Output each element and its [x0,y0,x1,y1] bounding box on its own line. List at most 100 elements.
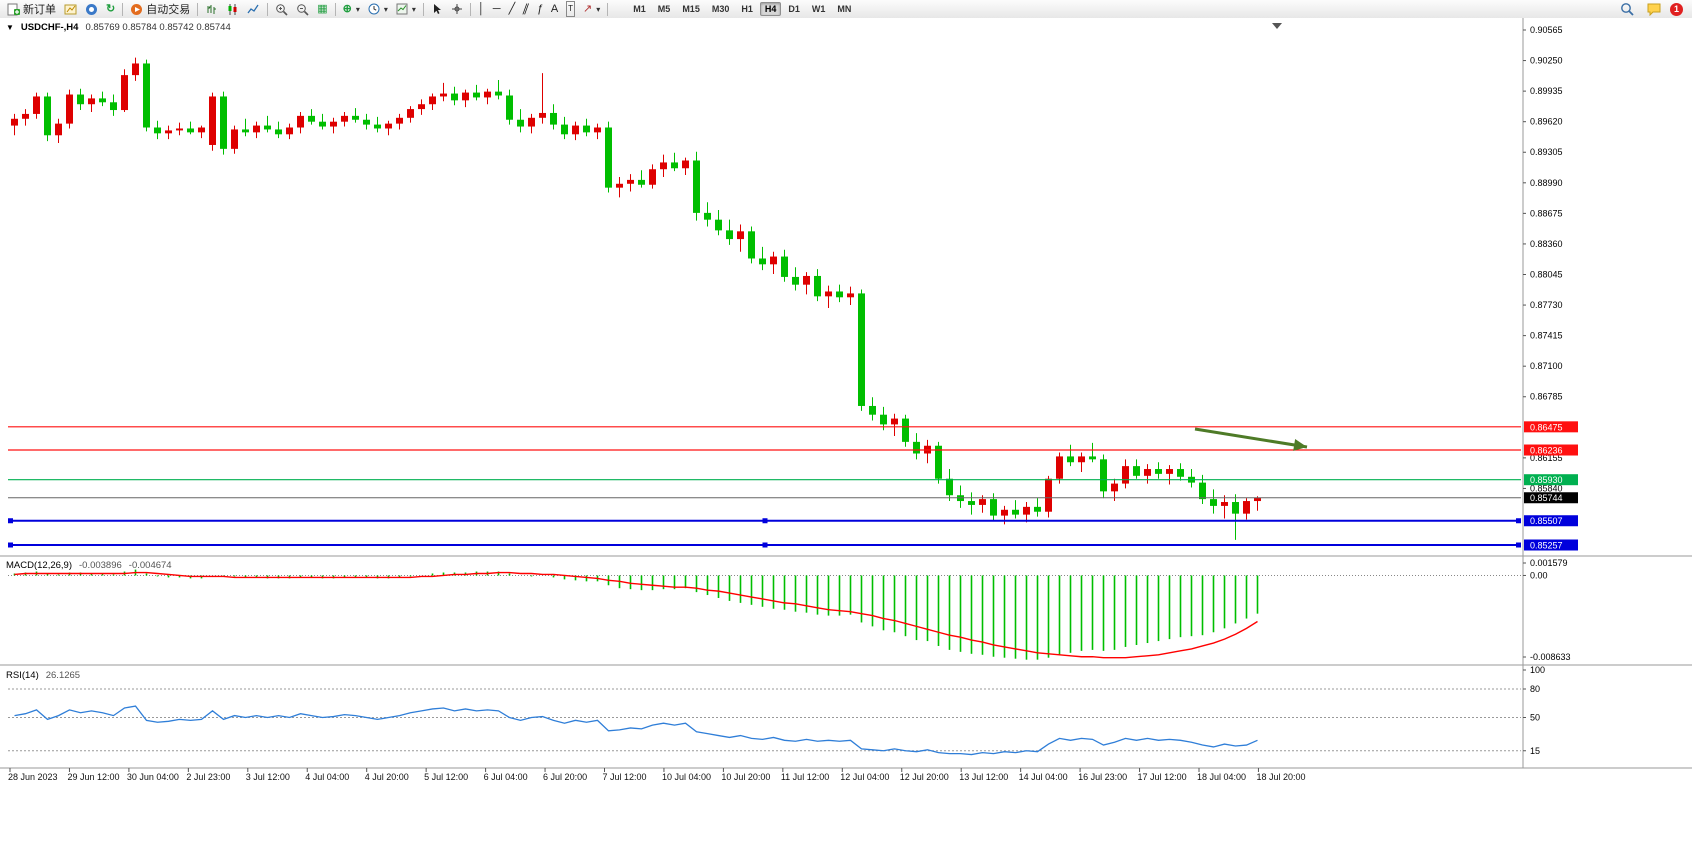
chat-bubble-icon [1647,3,1661,16]
svg-text:50: 50 [1530,713,1540,723]
timeframe-H1[interactable]: H1 [736,2,758,16]
chart-window-icon [64,4,77,14]
svg-text:0.87100: 0.87100 [1530,361,1563,371]
search-button[interactable] [1616,1,1638,17]
charts-window-button[interactable] [60,1,81,17]
timeframe-MN[interactable]: MN [832,2,856,16]
templates-button[interactable]: ▾ [392,1,420,17]
chart-quote-ohlc: 0.85769 0.85784 0.85742 0.85744 [85,22,231,33]
arrows-button[interactable]: ↗ ▾ [579,1,604,17]
toolbar: 新订单 ↻ 自动交易 ▦ ⊕ ▾ ▾ ▾ [0,0,1692,19]
candlestick-chart-icon [228,3,237,15]
rsi-value: 26.1265 [45,670,81,681]
svg-text:15: 15 [1530,746,1540,756]
line-chart-button[interactable] [243,1,264,17]
timeframe-group: M1 M5 M15 M30 H1 H4 D1 W1 MN [627,2,857,16]
new-order-icon [7,3,20,15]
cursor-button[interactable] [427,1,447,17]
svg-text:29 Jun 12:00: 29 Jun 12:00 [67,772,119,782]
timeframe-D1[interactable]: D1 [783,2,805,16]
svg-text:0.88990: 0.88990 [1530,178,1563,188]
dropdown-arrow-icon: ▾ [383,4,388,14]
svg-text:80: 80 [1530,684,1540,694]
trendline-icon: ╱ [508,3,516,15]
timeframe-M15[interactable]: M15 [677,2,705,16]
chart-window: 0.90565 0.90250 0.89935 0.89620 0.89305 0.889… [0,18,1692,846]
market-watch-button[interactable] [81,1,102,17]
toolbar-separator [422,2,424,16]
chart-canvas[interactable]: 0.90565 0.90250 0.89935 0.89620 0.89305 0.889… [0,18,1692,846]
svg-text:6 Jul 04:00: 6 Jul 04:00 [484,772,528,782]
notification-badge[interactable]: 1 [1670,2,1683,16]
svg-text:-0.008633: -0.008633 [1530,652,1571,662]
text-label-button[interactable]: T [562,1,579,17]
svg-text:12 Jul 20:00: 12 Jul 20:00 [900,772,949,782]
svg-text:16 Jul 23:00: 16 Jul 23:00 [1078,772,1127,782]
svg-text:0.90250: 0.90250 [1530,56,1563,66]
toolbar-right-group: 1 [1616,1,1683,17]
zoom-in-button[interactable] [271,1,292,17]
horizontal-line-button[interactable]: ─ [489,1,505,17]
svg-text:3 Jul 12:00: 3 Jul 12:00 [246,772,290,782]
toolbar-separator [334,2,336,16]
macd-scale[interactable]: 0.001579 0.00 -0.008633 [1523,558,1571,662]
dropdown-arrow-icon: ▾ [355,4,360,14]
svg-text:4 Jul 04:00: 4 Jul 04:00 [305,772,349,782]
periods-button[interactable]: ▾ [364,1,392,17]
time-axis[interactable]: 28 Jun 2023 29 Jun 12:00 30 Jun 04:00 2 Jul… [8,768,1305,782]
tile-windows-button[interactable]: ▦ [313,1,331,17]
price-line-0.85930[interactable]: 0.85930 [8,474,1578,486]
market-watch-icon [86,3,97,15]
text-label-icon: T [566,1,576,17]
new-order-button[interactable]: 新订单 [3,1,60,17]
svg-text:6 Jul 20:00: 6 Jul 20:00 [543,772,587,782]
timeframe-H4[interactable]: H4 [759,2,782,16]
channel-button[interactable]: ∥ [519,1,533,17]
text-button[interactable]: A [547,1,562,17]
svg-text:0.00: 0.00 [1530,570,1548,580]
chart-symbol-label: USDCHF-,H4 [20,22,79,33]
zoom-in-icon [276,3,288,16]
timeframe-W1[interactable]: W1 [807,2,831,16]
svg-text:7 Jul 12:00: 7 Jul 12:00 [603,772,647,782]
svg-text:0.001579: 0.001579 [1530,558,1568,568]
crosshair-icon [451,4,462,14]
price-line-0.86475[interactable]: 0.86475 [8,421,1578,433]
svg-text:0.85840: 0.85840 [1530,483,1563,493]
chat-button[interactable] [1643,1,1665,17]
svg-text:13 Jul 12:00: 13 Jul 12:00 [959,772,1008,782]
trendline-button[interactable]: ╱ [505,1,520,17]
autotrading-button[interactable]: 自动交易 [126,1,194,17]
svg-text:12 Jul 04:00: 12 Jul 04:00 [840,772,889,782]
zoom-out-button[interactable] [292,1,313,17]
chart-shift-marker-icon[interactable] [1272,23,1282,29]
candlestick-chart-button[interactable] [222,1,243,17]
crosshair-button[interactable] [447,1,467,17]
timeframe-M30[interactable]: M30 [707,2,735,16]
clock-icon [368,3,380,15]
bar-chart-button[interactable] [201,1,222,17]
timeframe-M1[interactable]: M1 [628,2,651,16]
timeframe-M5[interactable]: M5 [653,2,676,16]
price-line-0.85257[interactable]: 0.85257 [8,539,1578,551]
toolbar-separator [122,2,124,16]
svg-text:0.85257: 0.85257 [1530,541,1563,551]
price-line-0.86236[interactable]: 0.86236 [8,444,1578,456]
autotrading-label: 自动交易 [146,4,191,16]
svg-text:0.86785: 0.86785 [1530,392,1563,402]
dropdown-arrow-icon: ▾ [411,4,416,14]
indicators-button[interactable]: ⊕ ▾ [339,1,364,17]
trend-arrow[interactable] [1194,427,1308,451]
rsi-scale[interactable]: 100 80 50 15 [1523,665,1545,756]
price-line-0.85744[interactable]: 0.85744 [8,492,1578,504]
svg-text:0.85744: 0.85744 [1530,493,1563,503]
collapse-icon[interactable]: ▼ [6,23,14,32]
vertical-line-button[interactable]: │ [474,1,489,17]
price-axis[interactable]: 0.90565 0.90250 0.89935 0.89620 0.89305 0.889… [1523,25,1563,493]
fibonacci-button[interactable]: ƒ [533,1,547,17]
refresh-button[interactable]: ↻ [102,1,119,17]
svg-text:2 Jul 23:00: 2 Jul 23:00 [186,772,230,782]
svg-text:0.86236: 0.86236 [1530,446,1563,456]
price-line-0.85507[interactable]: 0.85507 [8,515,1578,527]
